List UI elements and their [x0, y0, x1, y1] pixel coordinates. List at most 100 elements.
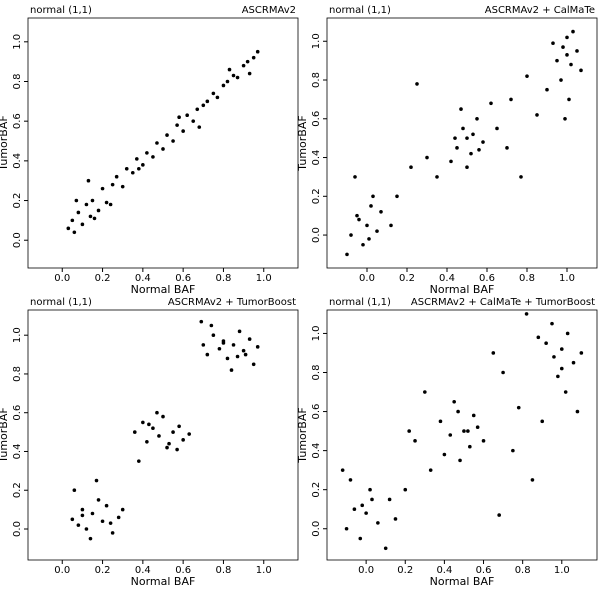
- point: [348, 478, 353, 482]
- x-tick-label: 0.8: [215, 565, 231, 576]
- point: [465, 165, 469, 170]
- x-tick-label: 0.4: [436, 565, 452, 576]
- point: [110, 531, 115, 535]
- point: [364, 511, 368, 515]
- point: [195, 107, 200, 112]
- point: [571, 360, 576, 365]
- point: [461, 126, 465, 131]
- point: [201, 343, 206, 347]
- y-tick-label: 0.4: [12, 444, 23, 460]
- point: [80, 507, 85, 512]
- y-tick-label: 0.8: [12, 366, 23, 382]
- x-axis-label: Normal BAF: [430, 283, 495, 296]
- y-tick-label: 0.6: [311, 111, 322, 127]
- point: [225, 356, 230, 361]
- point: [519, 175, 523, 179]
- point: [70, 517, 75, 522]
- point: [151, 155, 155, 159]
- plot-frame: [326, 309, 598, 561]
- point: [361, 242, 365, 247]
- point: [375, 229, 379, 233]
- point: [171, 139, 175, 143]
- x-tick-label: 1.0: [554, 565, 570, 576]
- x-tick-label: 0.6: [175, 273, 191, 284]
- point: [187, 432, 191, 436]
- point: [383, 546, 388, 551]
- point: [458, 458, 462, 463]
- y-tick-label: 0.0: [12, 521, 23, 537]
- point: [524, 312, 529, 316]
- point: [471, 132, 475, 137]
- y-tick-label: 0.8: [12, 74, 23, 90]
- point: [74, 198, 79, 203]
- point: [413, 439, 417, 443]
- point: [155, 410, 159, 415]
- point: [209, 323, 214, 328]
- x-tick-label: 0.6: [175, 565, 191, 576]
- point: [135, 157, 139, 161]
- point: [371, 194, 375, 199]
- y-axis-label: TumorBAF: [296, 115, 309, 171]
- point: [175, 123, 179, 127]
- panel-subtitle: normal (1,1): [329, 5, 391, 16]
- point: [462, 429, 466, 433]
- point: [245, 59, 250, 64]
- point: [559, 366, 564, 371]
- point: [72, 488, 77, 493]
- point: [556, 374, 560, 379]
- point: [475, 116, 479, 121]
- y-tick-label: 0.6: [12, 405, 23, 421]
- point: [84, 202, 89, 207]
- point: [241, 348, 246, 353]
- point: [137, 166, 141, 171]
- point: [108, 521, 113, 525]
- point: [535, 113, 539, 117]
- point: [393, 517, 398, 521]
- x-tick-label: 0.2: [95, 565, 111, 576]
- point: [456, 409, 460, 414]
- plot-frame: [326, 17, 598, 269]
- point: [435, 175, 439, 179]
- point: [423, 390, 427, 394]
- y-tick-label: 0.0: [311, 521, 322, 537]
- y-axis-label: TumorBAF: [296, 407, 309, 463]
- point: [509, 97, 513, 102]
- point: [448, 433, 453, 437]
- point: [120, 184, 125, 189]
- point: [379, 209, 383, 214]
- panel-title: ASCRMAv2 + TumorBoost: [168, 297, 296, 308]
- point: [231, 343, 236, 347]
- x-tick-label: 0.0: [359, 273, 375, 284]
- point: [90, 198, 95, 203]
- point: [100, 519, 105, 524]
- point: [132, 430, 137, 434]
- point: [161, 414, 165, 419]
- point: [211, 91, 216, 96]
- point: [251, 362, 256, 367]
- point: [569, 62, 573, 67]
- x-tick-label: 0.6: [479, 273, 495, 284]
- point: [167, 441, 171, 446]
- point: [76, 523, 81, 527]
- point: [425, 155, 429, 160]
- point: [235, 354, 240, 359]
- x-tick-label: 0.8: [215, 273, 231, 284]
- point: [86, 178, 91, 183]
- point: [110, 182, 115, 187]
- point: [90, 511, 95, 516]
- point: [403, 487, 408, 492]
- x-tick-label: 1.0: [256, 565, 272, 576]
- y-tick-label: 0.8: [311, 72, 322, 88]
- point: [468, 444, 472, 449]
- point: [70, 218, 75, 223]
- y-tick-label: 0.2: [12, 482, 23, 498]
- point: [191, 119, 196, 123]
- point: [181, 129, 185, 133]
- point: [100, 186, 105, 191]
- point: [438, 419, 443, 424]
- x-tick-label: 1.0: [559, 273, 575, 284]
- y-tick-label: 0.4: [311, 443, 322, 459]
- point: [235, 75, 240, 80]
- x-axis-label: Normal BAF: [131, 283, 196, 296]
